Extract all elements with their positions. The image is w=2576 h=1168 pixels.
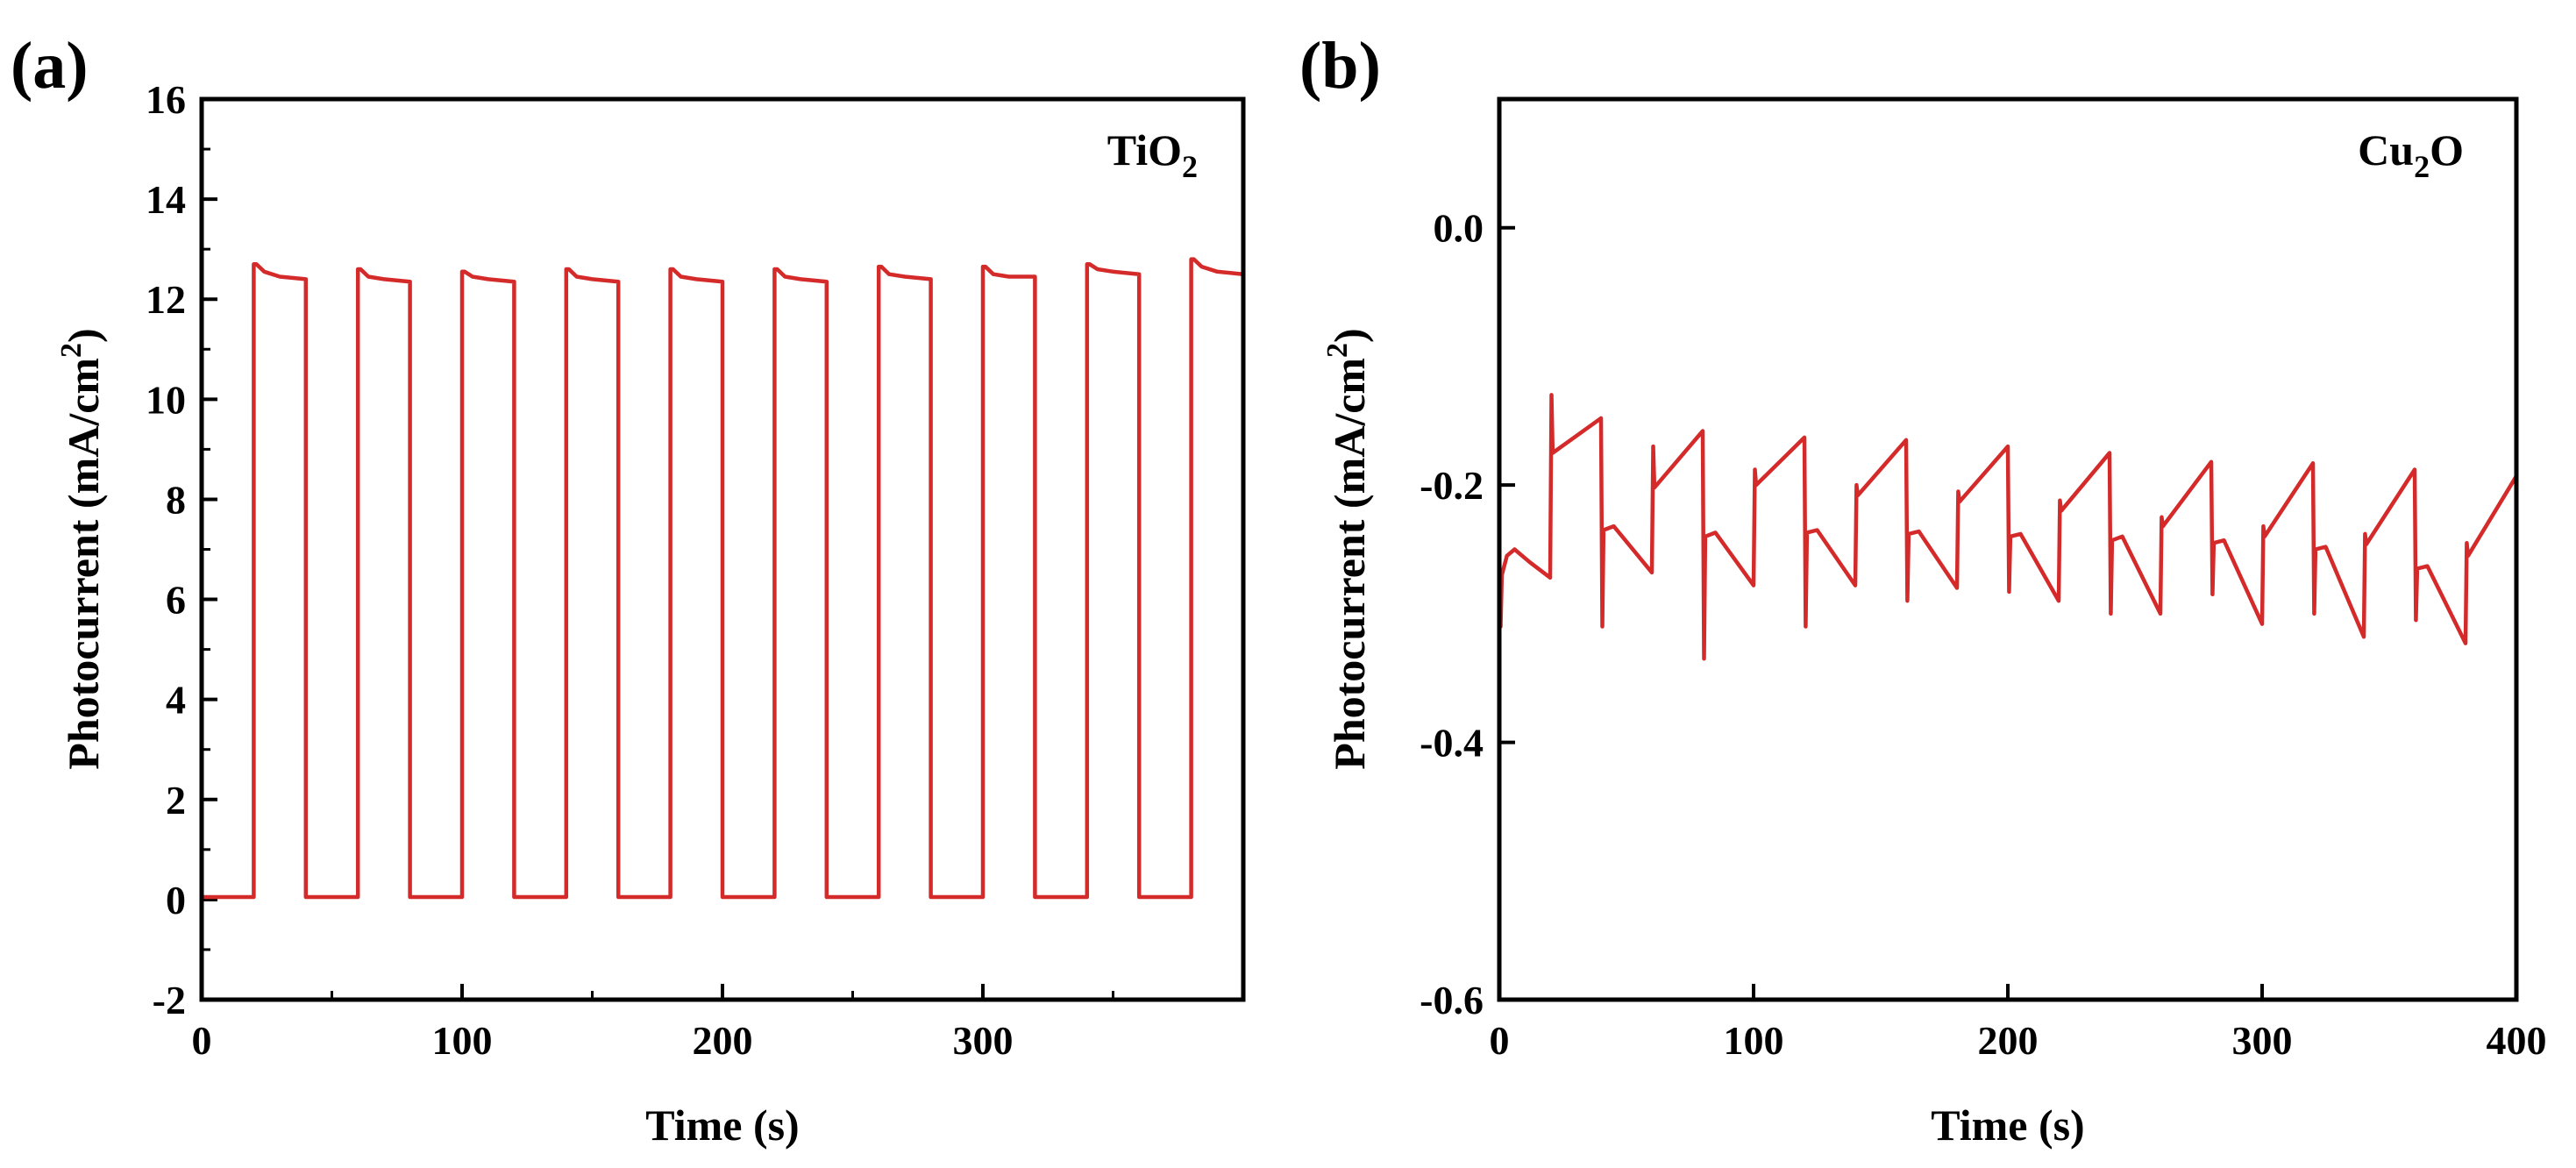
panel-a-y-tick-label: 16: [146, 77, 186, 122]
panel-a-y-tick-label: 14: [146, 177, 186, 222]
panel-a-y-tick-label: 4: [166, 678, 186, 723]
panel-b-legend: Cu2O: [2358, 125, 2464, 184]
panel-b-y-title-main: Photocurrent (mA/cm: [1325, 358, 1374, 770]
panel-a-y-tick-label: 8: [166, 477, 186, 522]
panel-b-y-tick-label: 0.0: [1434, 206, 1484, 251]
panel-a-y-title-end: ): [59, 328, 108, 343]
panel-a-y-tick-label: 12: [146, 277, 186, 322]
panel-b-y-title-end: ): [1325, 328, 1374, 343]
panel-a-x-axis-title: Time (s): [645, 1100, 799, 1150]
panel-a-y-tick-label: 10: [146, 377, 186, 422]
panel-b-y-axis-title: Photocurrent (mA/cm2): [1321, 328, 1374, 769]
panel-a-series: [202, 257, 1244, 900]
panel-b-series: [1497, 393, 2518, 661]
panel-b-y-tick-label: -0.2: [1420, 463, 1484, 508]
panel-a-x-tick-label: 200: [693, 1018, 753, 1063]
panel-b-x-tick-label: 200: [1978, 1018, 2039, 1063]
panel-a-legend-sub: 2: [1182, 149, 1198, 184]
panel-b-y-tick-label: -0.4: [1420, 721, 1484, 766]
panel-b-legend-sub: 2: [2414, 149, 2430, 184]
panel-a-x-tick-label: 0: [192, 1018, 212, 1063]
panel-b-x-axis-title: Time (s): [1931, 1100, 2084, 1150]
panel-b-x-tick-label: 300: [2232, 1018, 2293, 1063]
panel-b-legend-text: Cu: [2358, 125, 2414, 174]
panel-a-y-tick-label: 6: [166, 578, 186, 623]
panel-a-legend-text: TiO: [1107, 125, 1182, 174]
panel-a-legend: TiO2: [1107, 125, 1198, 184]
panel-a-y-tick-label: 0: [166, 878, 186, 922]
panel-b-y-tick-label: -0.6: [1420, 978, 1484, 1022]
panel-a-series-line: [202, 257, 1244, 900]
panel-b-series-line: [1497, 393, 2518, 661]
panel-a-x-tick-label: 100: [432, 1018, 493, 1063]
panel-b-x-tick-label: 400: [2487, 1018, 2547, 1063]
panel-b-x-tick-label: 0: [1490, 1018, 1510, 1063]
panel-a-x-tick-label: 300: [953, 1018, 1014, 1063]
panel-a-plot-frame: [199, 96, 1246, 1002]
panel-a-y-axis-title: Photocurrent (mA/cm2): [55, 328, 108, 769]
panel-b-legend-end: O: [2430, 125, 2464, 174]
panel-b-y-title-sup: 2: [1321, 343, 1354, 358]
panel-a-y-tick-label: -2: [153, 978, 186, 1022]
panel-a-y-title-main: Photocurrent (mA/cm: [59, 358, 108, 770]
panel-a-label: (a): [11, 29, 89, 103]
panel-b-x-tick-label: 100: [1724, 1018, 1784, 1063]
panel-a-y-title-sup: 2: [55, 343, 88, 358]
panel-b-plot-frame: [1497, 96, 2519, 1002]
panel-b-label: (b): [1299, 29, 1381, 103]
panel-b-tick-labels: 0 100 200 300 400 -0.6 -0.4 -0.2 0.0: [1420, 206, 2546, 1063]
panel-a-ticks: [200, 97, 1114, 1001]
panel-b: (b) 0 100 200 300 400-0.6-0.4-0.20.0 Cu2O Ti…: [1299, 29, 2547, 1150]
panel-a-y-tick-label: 2: [166, 778, 186, 823]
